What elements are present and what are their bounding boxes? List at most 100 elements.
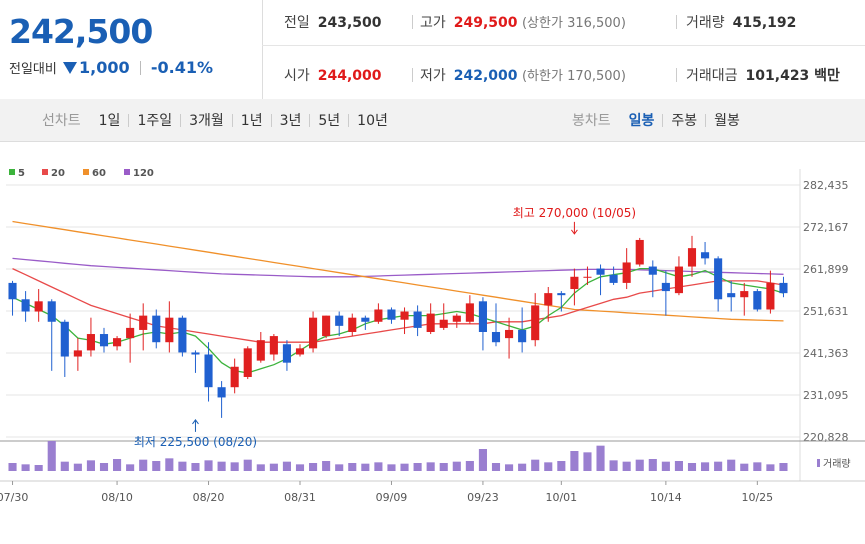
y-tick-label: 282,435 [803,179,849,192]
volume-bar [256,464,265,471]
legend-label: 20 [51,168,65,179]
candle-body [583,276,592,278]
period-1w[interactable]: 1주일 [137,113,173,129]
divider [705,113,707,127]
period-daily[interactable]: 일봉 [628,113,655,129]
moving-average-line-60 [12,220,784,322]
candle-body [465,303,474,322]
volume-bar [400,463,409,471]
period-weekly[interactable]: 주봉 [671,113,698,129]
volume-bar [518,463,527,471]
y-tick-label: 251,631 [803,305,849,318]
volume-bar [165,458,174,471]
candle-chart-periods: 봉차트 일봉 주봉 월봉 [572,99,748,141]
period-1y[interactable]: 1년 [240,113,263,129]
candle-body [243,348,252,377]
volume-bar [491,463,501,471]
y-tick-label: 241,363 [803,347,849,360]
y-tick-label: 231,095 [803,389,849,402]
volume-bar [99,463,109,471]
volume-bar [73,463,82,471]
period-monthly[interactable]: 월봉 [714,113,740,129]
period-3y[interactable]: 3년 [279,113,302,129]
volume-bar [439,463,448,471]
candle-body [73,350,82,357]
candle-body [113,338,122,347]
candle-body [544,293,553,306]
info-open: 시가 244,000 [284,68,382,84]
x-tick-label: 08/10 [101,491,133,504]
divider [412,15,413,29]
candle-body [374,309,383,322]
candle-body [661,282,670,292]
current-price: 242,500 [9,12,153,51]
candle-body [86,334,95,351]
candle-body [387,309,396,320]
period-1d[interactable]: 1일 [98,113,121,129]
price-info-grid: 전일 243,500 고가 249,500 (상한가 316,500) 거래량 415… [262,0,865,100]
stock-chart: 5 20 60 120 282,435 272,167 261,899 251,631 241,… [0,141,865,540]
divider [139,61,141,75]
divider [412,68,413,82]
candle-body [674,266,683,294]
candle-body [413,311,422,328]
candle-body [282,344,291,363]
candle-chart-title: 봉차트 [572,113,611,129]
x-tick-label: 09/23 [467,491,499,504]
annotation-arrowhead [192,419,199,425]
period-3m[interactable]: 3개월 [189,113,224,129]
volume-bar [609,460,618,471]
period-10y[interactable]: 10년 [357,113,388,129]
volume-bar [295,464,305,471]
volume-bar [622,461,631,471]
candle-body [217,387,226,398]
volume-bar [309,463,318,471]
legend-swatch [9,169,15,175]
x-tick-label: 08/20 [193,491,225,504]
candle-body [178,317,187,353]
legend-label: 120 [133,168,154,179]
x-tick-label: 07/30 [0,491,28,504]
volume-bar [779,463,788,471]
legend-label: 5 [18,168,25,179]
candle-body [635,239,644,265]
volume-bar [217,461,226,471]
legend-swatch [124,169,130,175]
chart-toolbar: 선차트 1일 1주일 3개월 1년 3년 5년 10년 봉차트 일봉 주봉 월봉 [0,99,865,142]
divider [676,15,677,29]
divider [676,68,677,82]
volume-bar [740,463,749,471]
y-tick-label: 261,899 [803,263,849,276]
candle-body [596,268,605,275]
x-tick-label: 10/14 [650,491,682,504]
candle-body [439,319,448,328]
candle-body [152,315,161,343]
divider [128,113,130,127]
candle-body [295,348,305,355]
candle-body [622,262,631,283]
volume-bar [596,445,605,471]
line-chart-title: 선차트 [42,113,81,129]
volume-bar [34,465,43,471]
volume-bar [126,464,135,471]
volume-bar [674,461,683,471]
candle-body [256,340,265,361]
info-row-1 [262,0,865,46]
volume-bar [47,441,56,471]
candle-body [230,366,239,388]
volume-bar [60,461,69,471]
candle-body [21,299,30,312]
candle-body [269,336,278,355]
period-5y[interactable]: 5년 [318,113,341,129]
volume-bar [86,460,95,471]
volume-bar [687,463,697,471]
volume-bar [478,449,487,471]
volume-bar [361,463,370,471]
candle-body [400,311,409,320]
volume-legend-label: 거래량 [823,458,851,470]
volume-bar [413,463,422,471]
candle-body [491,331,501,343]
legend-swatch [83,169,89,175]
volume-bar [139,459,148,471]
info-prev-close: 전일 243,500 [284,15,382,31]
